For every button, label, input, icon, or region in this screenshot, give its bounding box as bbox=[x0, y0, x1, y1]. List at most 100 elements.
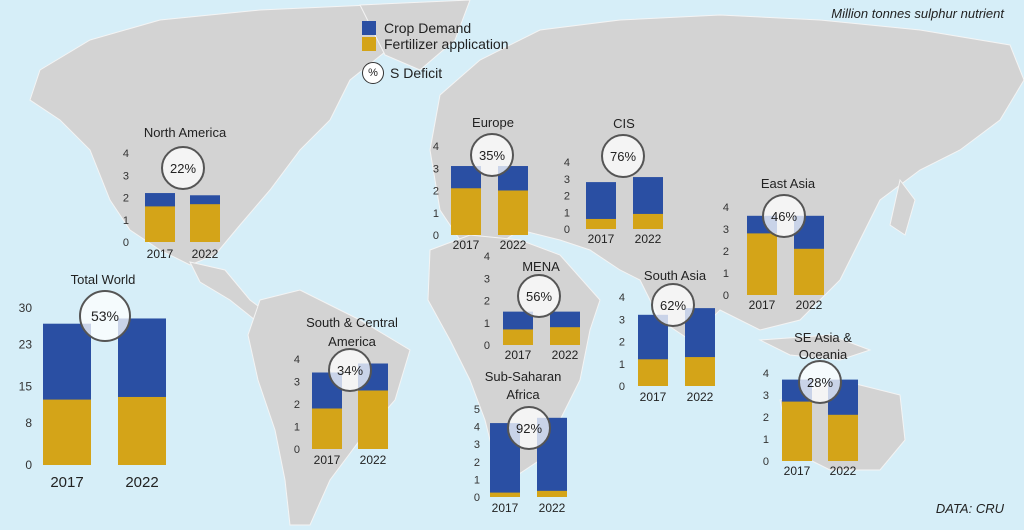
chart-south-central-america: 0 1 2 3 4 2017 2022 34% South & Central America bbox=[294, 315, 398, 467]
chart-sub-saharan-africa: 0 1 2 3 4 5 2017 2022 92% Sub-Saharan Africa bbox=[474, 369, 567, 515]
deficit-circle bbox=[328, 348, 372, 392]
chart-title: South Asia bbox=[644, 268, 707, 283]
x-tick-label-2017: 2017 bbox=[147, 247, 174, 261]
deficit-circle bbox=[762, 194, 806, 238]
bar-fertilizer-2022 bbox=[550, 327, 580, 345]
legend-item-fertilizer: Fertilizer application bbox=[362, 36, 509, 52]
x-tick-label-2022: 2022 bbox=[687, 390, 714, 404]
y-tick-label: 3 bbox=[723, 224, 729, 236]
deficit-circle bbox=[651, 283, 695, 327]
bar-fertilizer-2017 bbox=[782, 401, 812, 461]
legend: Crop Demand Fertilizer application % S D… bbox=[362, 20, 509, 84]
y-tick-label: 0 bbox=[474, 492, 480, 504]
y-tick-label: 0 bbox=[723, 290, 729, 302]
y-tick-label: 2 bbox=[433, 186, 439, 198]
bar-fertilizer-2017 bbox=[586, 218, 616, 229]
x-tick-label-2022: 2022 bbox=[635, 232, 662, 246]
y-tick-label: 0 bbox=[619, 381, 625, 393]
y-tick-label: 4 bbox=[484, 251, 490, 263]
bar-fertilizer-2017 bbox=[747, 233, 777, 295]
x-tick-label-2017: 2017 bbox=[784, 464, 811, 478]
chart-title-line2: America bbox=[328, 334, 376, 349]
y-tick-label: 1 bbox=[433, 208, 439, 220]
bar-fertilizer-2022 bbox=[828, 414, 858, 461]
y-tick-label: 1 bbox=[294, 422, 300, 434]
bar-fertilizer-2017 bbox=[451, 188, 481, 235]
y-tick-label: 0 bbox=[484, 340, 490, 352]
chart-title: East Asia bbox=[761, 176, 816, 191]
bar-fertilizer-2017 bbox=[312, 408, 342, 449]
legend-item-crop-demand: Crop Demand bbox=[362, 20, 509, 36]
x-tick-label-2022: 2022 bbox=[125, 474, 158, 491]
deficit-value: 46% bbox=[771, 209, 797, 224]
chart-title-line2: Africa bbox=[506, 387, 540, 402]
bar-fertilizer-2022 bbox=[498, 190, 528, 235]
eurasia-land bbox=[429, 14, 1024, 341]
y-tick-label: 2 bbox=[723, 246, 729, 258]
y-tick-label: 3 bbox=[474, 439, 480, 451]
y-tick-label: 3 bbox=[763, 390, 769, 402]
x-tick-label-2022: 2022 bbox=[552, 348, 579, 362]
deficit-value: 92% bbox=[516, 421, 542, 436]
deficit-circle bbox=[79, 290, 131, 342]
deficit-value: 56% bbox=[526, 289, 552, 304]
x-tick-label-2017: 2017 bbox=[749, 298, 776, 312]
greenland-land bbox=[359, 0, 471, 71]
deficit-value: 34% bbox=[337, 363, 363, 378]
y-tick-label: 3 bbox=[123, 170, 129, 182]
deficit-value: 53% bbox=[91, 308, 119, 324]
bar-fertilizer-2017 bbox=[145, 206, 175, 242]
y-tick-label: 3 bbox=[484, 273, 490, 285]
y-tick-label: 3 bbox=[564, 174, 570, 186]
crop-demand-swatch bbox=[362, 21, 376, 35]
y-tick-label: 0 bbox=[25, 458, 32, 472]
y-tick-label: 1 bbox=[484, 318, 490, 330]
bar-fertilizer-2017 bbox=[490, 492, 520, 497]
bar-fertilizer-2022 bbox=[190, 204, 220, 242]
bar-fertilizer-2017 bbox=[503, 329, 533, 345]
y-tick-label: 2 bbox=[294, 399, 300, 411]
deficit-circle bbox=[798, 360, 842, 404]
legend-fertilizer-label: Fertilizer application bbox=[384, 36, 509, 52]
chart-total-world: 0 8 15 23 30 2017 2022 53% Total World bbox=[19, 272, 166, 491]
x-tick-label-2017: 2017 bbox=[505, 348, 532, 362]
y-tick-label: 1 bbox=[564, 207, 570, 219]
x-tick-label-2017: 2017 bbox=[640, 390, 667, 404]
x-tick-label-2022: 2022 bbox=[500, 238, 527, 252]
y-tick-label: 5 bbox=[474, 404, 480, 416]
bar-fertilizer-2017 bbox=[638, 359, 668, 386]
deficit-value: 28% bbox=[807, 375, 833, 390]
indonesia-land bbox=[758, 334, 872, 361]
chart-title: CIS bbox=[613, 116, 635, 131]
x-tick-label-2022: 2022 bbox=[192, 247, 219, 261]
y-tick-label: 0 bbox=[294, 444, 300, 456]
y-tick-label: 1 bbox=[723, 268, 729, 280]
bar-fertilizer-2017 bbox=[43, 399, 91, 465]
y-tick-label: 2 bbox=[619, 337, 625, 349]
x-tick-label-2017: 2017 bbox=[492, 501, 519, 515]
chart-europe: 0 1 2 3 4 2017 2022 35% Europe bbox=[433, 115, 528, 252]
y-tick-label: 0 bbox=[564, 224, 570, 236]
x-tick-label-2017: 2017 bbox=[314, 453, 341, 467]
deficit-value: 22% bbox=[170, 161, 196, 176]
chart-title: MENA bbox=[522, 259, 560, 274]
bar-fertilizer-2022 bbox=[685, 357, 715, 386]
chart-title: Total World bbox=[71, 272, 136, 287]
deficit-circle bbox=[507, 406, 551, 450]
deficit-value: 35% bbox=[479, 148, 505, 163]
y-tick-label: 2 bbox=[763, 412, 769, 424]
deficit-circle bbox=[470, 133, 514, 177]
chart-title-line2: Oceania bbox=[799, 347, 848, 362]
y-tick-label: 4 bbox=[294, 354, 300, 366]
x-tick-label-2022: 2022 bbox=[796, 298, 823, 312]
y-tick-label: 1 bbox=[474, 474, 480, 486]
bar-fertilizer-2022 bbox=[537, 490, 567, 497]
deficit-circle-icon: % bbox=[362, 62, 384, 84]
legend-item-deficit: % S Deficit bbox=[362, 62, 442, 84]
chart-title: Sub-Saharan bbox=[485, 369, 562, 384]
chart-title: SE Asia & bbox=[794, 330, 852, 345]
x-tick-label-2022: 2022 bbox=[360, 453, 387, 467]
deficit-circle bbox=[517, 274, 561, 318]
y-tick-label: 1 bbox=[619, 359, 625, 371]
